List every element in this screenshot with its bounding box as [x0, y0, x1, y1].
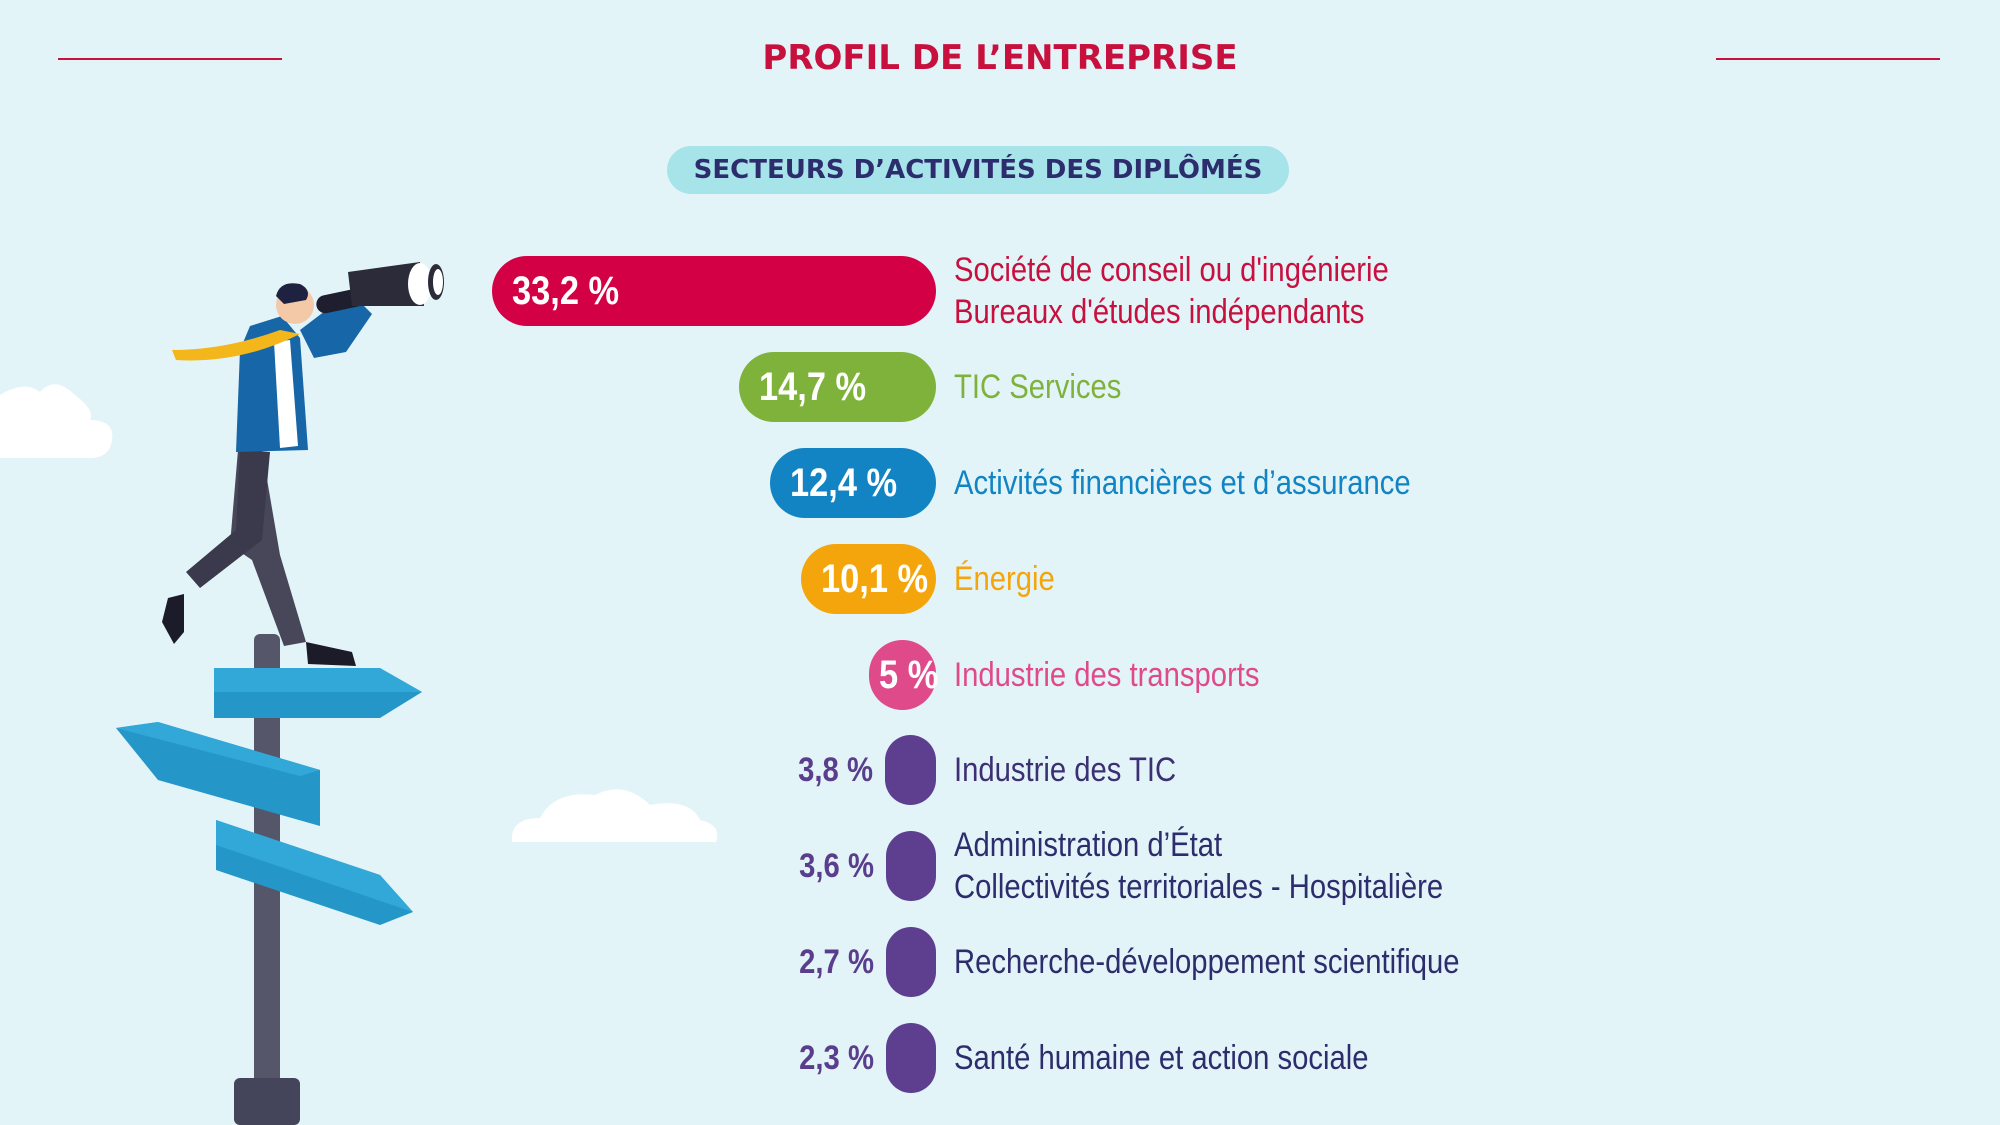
section-title-pill: SECTEURS D’ACTIVITÉS DES DIPLÔMÉS [667, 146, 1289, 194]
bar [886, 831, 936, 901]
page-title: PROFIL DE L’ENTREPRISE [762, 38, 1238, 78]
bar-value-label: 5 % [879, 653, 939, 697]
bar-value-label: 10,1 % [820, 557, 929, 601]
bar [492, 256, 936, 326]
bar-value-label: 2,3 % [799, 1039, 874, 1077]
bar [869, 640, 936, 710]
category-label: Industrie des transports [954, 656, 1260, 694]
deco-line-right [1716, 58, 1940, 60]
signpost-icon [116, 634, 422, 1125]
bar-value-label: 3,8 % [798, 751, 874, 789]
businessman-icon [162, 262, 444, 666]
bar-value-label: 33,2 % [512, 269, 620, 313]
bar [800, 544, 936, 614]
bar-value-label: 14,7 % [759, 365, 867, 409]
cloud-icon [0, 384, 113, 458]
deco-line-left [58, 58, 282, 60]
bar-value-label: 12,4 % [790, 461, 898, 505]
bar [886, 1023, 936, 1093]
bar [739, 352, 936, 422]
category-label: Énergie [954, 560, 1055, 598]
category-label: Bureaux d'études indépendants [954, 293, 1365, 331]
category-label: Société de conseil ou d'ingénierie [954, 251, 1389, 289]
cloud-icon [511, 789, 718, 842]
bar [770, 448, 936, 518]
category-label: TIC Services [954, 368, 1122, 406]
illustration-businessman-signpost [0, 262, 718, 1125]
bar [886, 927, 936, 997]
category-label: Activités financières et d’assurance [954, 464, 1411, 502]
category-label: Industrie des TIC [954, 751, 1177, 789]
bar [885, 735, 936, 805]
bar-value-label: 2,7 % [799, 943, 874, 981]
category-label: Santé humaine et action sociale [954, 1039, 1369, 1077]
bar-value-label: 3,6 % [799, 847, 874, 885]
category-label: Recherche-développement scientifique [954, 943, 1460, 981]
category-label: Administration d’État [954, 826, 1223, 864]
category-label: Collectivités territoriales - Hospitaliè… [954, 868, 1444, 906]
